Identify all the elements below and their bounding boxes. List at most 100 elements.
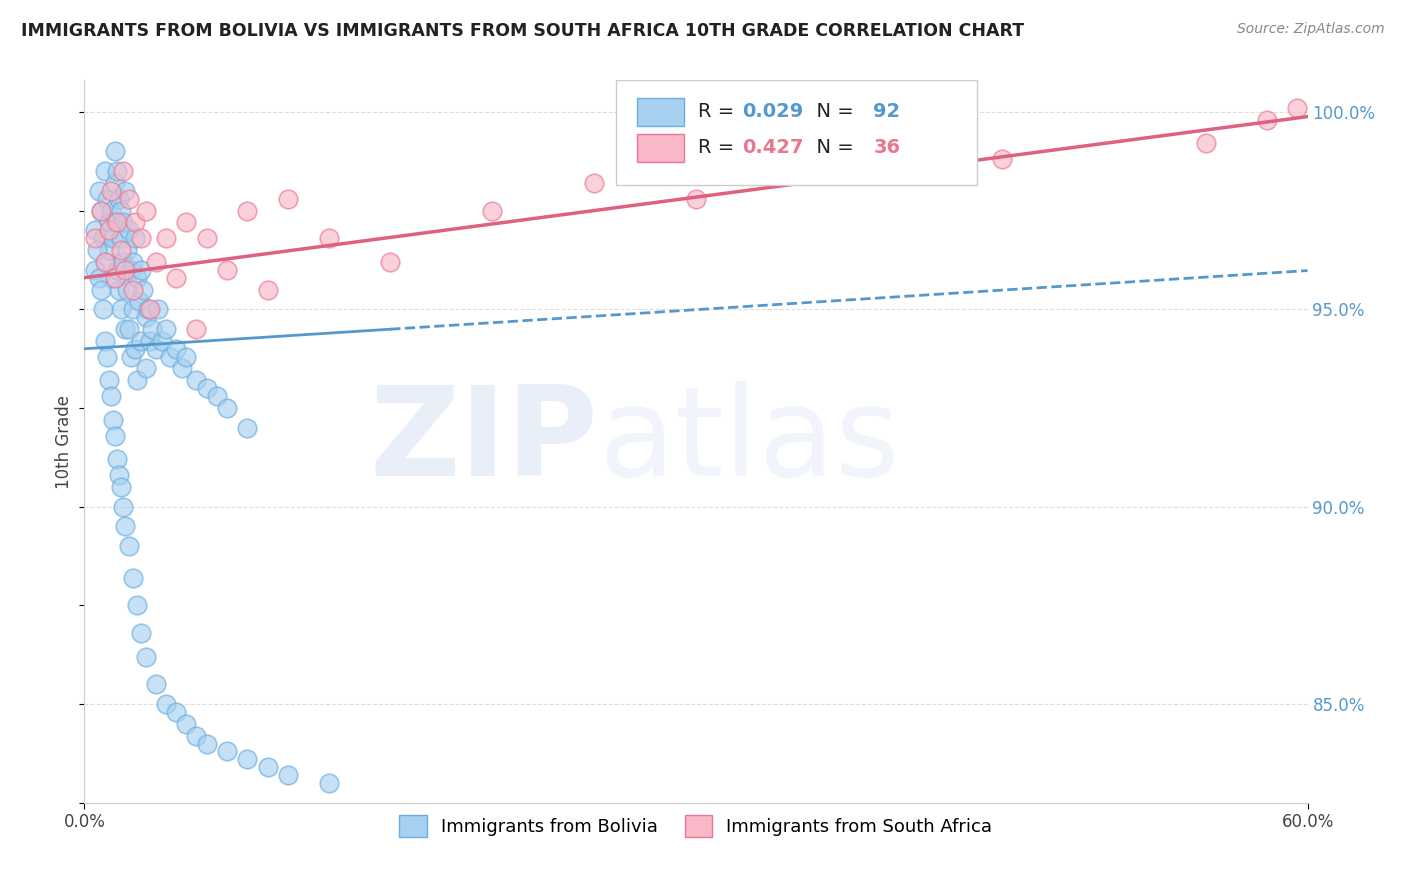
Point	[112, 215, 135, 229]
Point	[155, 231, 177, 245]
Text: 92: 92	[873, 102, 900, 120]
Point	[685, 192, 707, 206]
Point	[118, 322, 141, 336]
Point	[1286, 101, 1309, 115]
Point	[380, 255, 402, 269]
Point	[114, 322, 136, 336]
Point	[93, 164, 115, 178]
Point	[104, 176, 127, 190]
Point	[110, 231, 132, 245]
Text: ZIP: ZIP	[370, 381, 598, 502]
Point	[159, 350, 181, 364]
Point	[108, 468, 131, 483]
Point	[127, 270, 149, 285]
FancyBboxPatch shape	[616, 80, 977, 185]
Point	[97, 243, 120, 257]
Point	[112, 500, 135, 514]
Point	[105, 215, 128, 229]
Point	[104, 215, 127, 229]
Point	[132, 283, 155, 297]
Point	[277, 768, 299, 782]
Point	[138, 334, 160, 348]
Point	[186, 322, 208, 336]
Point	[165, 270, 187, 285]
Point	[145, 255, 167, 269]
Point	[135, 310, 157, 325]
Point	[96, 350, 118, 364]
Point	[217, 262, 239, 277]
Text: R =: R =	[699, 102, 741, 120]
Point	[145, 342, 167, 356]
Point	[1195, 136, 1218, 151]
Point	[131, 262, 153, 277]
Point	[236, 203, 259, 218]
Point	[93, 255, 115, 269]
Point	[83, 223, 105, 237]
Point	[318, 231, 340, 245]
Point	[93, 255, 115, 269]
Point	[120, 350, 142, 364]
Point	[146, 302, 169, 317]
Point	[83, 262, 105, 277]
Point	[135, 361, 157, 376]
Point	[120, 262, 142, 277]
Point	[236, 421, 259, 435]
Point	[110, 203, 132, 218]
Point	[83, 231, 105, 245]
Point	[186, 729, 208, 743]
Point	[174, 350, 197, 364]
Point	[105, 452, 128, 467]
Point	[131, 231, 153, 245]
Point	[122, 283, 145, 297]
Point	[186, 373, 208, 387]
Point	[87, 270, 110, 285]
Point	[991, 153, 1014, 167]
Point	[205, 389, 228, 403]
Point	[257, 283, 280, 297]
Point	[90, 203, 112, 218]
Point	[110, 302, 132, 317]
Point	[86, 243, 108, 257]
Point	[104, 145, 127, 159]
Point	[195, 231, 218, 245]
Point	[127, 373, 149, 387]
Legend: Immigrants from Bolivia, Immigrants from South Africa: Immigrants from Bolivia, Immigrants from…	[392, 808, 1000, 845]
Text: N =: N =	[804, 102, 859, 120]
Point	[108, 192, 131, 206]
Point	[91, 231, 114, 245]
Point	[174, 716, 197, 731]
Point	[112, 255, 135, 269]
Point	[97, 215, 120, 229]
Point	[155, 322, 177, 336]
Point	[141, 322, 163, 336]
Point	[100, 389, 122, 403]
Point	[90, 203, 112, 218]
Point	[100, 184, 122, 198]
Point	[122, 302, 145, 317]
Point	[135, 649, 157, 664]
Point	[128, 294, 150, 309]
Point	[165, 705, 187, 719]
Point	[787, 164, 810, 178]
Point	[110, 243, 132, 257]
Point	[105, 262, 128, 277]
Point	[217, 401, 239, 415]
Point	[131, 334, 153, 348]
Point	[135, 203, 157, 218]
Point	[91, 302, 114, 317]
FancyBboxPatch shape	[637, 135, 683, 162]
Point	[118, 223, 141, 237]
Point	[1256, 112, 1278, 127]
Point	[236, 752, 259, 766]
Point	[90, 283, 112, 297]
Point	[124, 231, 146, 245]
Point	[115, 283, 138, 297]
Point	[101, 413, 124, 427]
Text: atlas: atlas	[598, 381, 900, 502]
Point	[114, 184, 136, 198]
Point	[195, 737, 218, 751]
Point	[127, 599, 149, 613]
Point	[172, 361, 194, 376]
Point	[277, 192, 299, 206]
Point	[87, 184, 110, 198]
